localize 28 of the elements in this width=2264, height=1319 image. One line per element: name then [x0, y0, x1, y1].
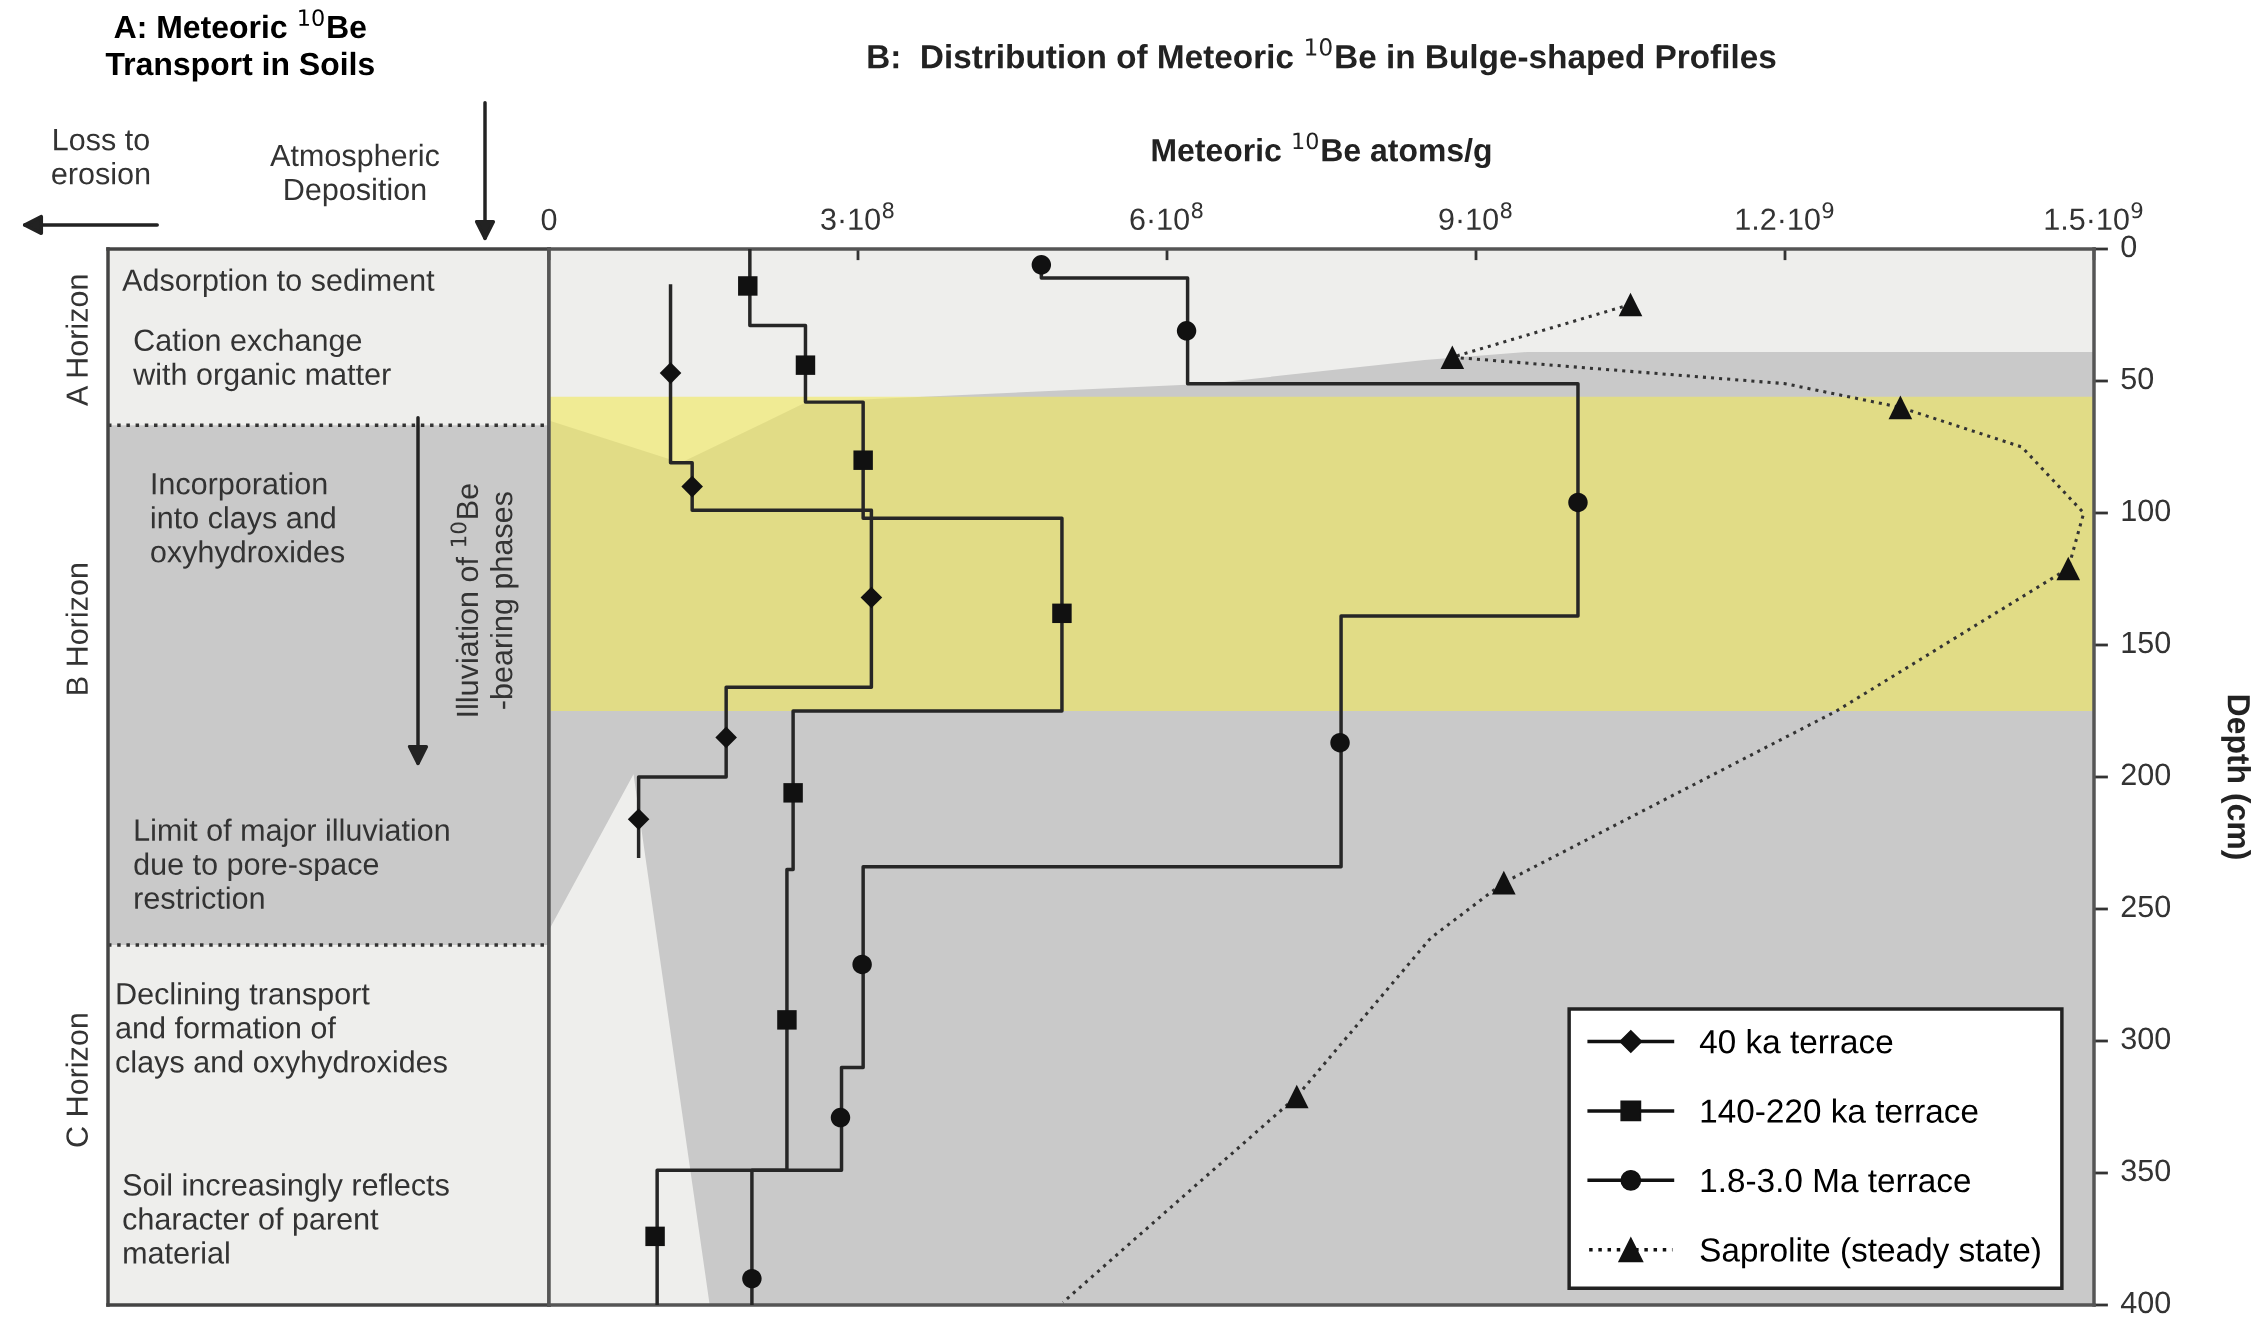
text: Atmospheric Deposition	[270, 143, 440, 207]
legend-label: 140-220 ka terrace	[1701, 1098, 1978, 1123]
y-tick-label: 250	[2121, 895, 2171, 918]
x-tick-label: 6·10$^{8}$	[1130, 202, 1203, 231]
x-tick-label: 0	[541, 208, 557, 231]
y-tick-label: 200	[2121, 763, 2171, 786]
y-tick-label: 400	[2120, 1291, 2171, 1314]
y-tick-label: 300	[2121, 1027, 2171, 1050]
x-tick-label: 1.5·10$^{9}$	[2045, 202, 2143, 231]
legend-label: 1.8-3.0 Ma terrace	[1701, 1168, 1971, 1193]
y-tick-label: 50	[2121, 367, 2154, 390]
legend-label: 40 ka terrace	[1699, 1029, 1893, 1054]
x-tick-label: 9·10$^{8}$	[1439, 202, 1512, 231]
y-tick-label: 350	[2121, 1159, 2171, 1182]
text: Loss to erosion	[52, 129, 150, 185]
x-tick-label: 3·10$^{8}$	[821, 202, 894, 231]
y-axis-title: Depth (cm)	[2221, 695, 2251, 859]
text: C Horizon	[65, 1014, 88, 1147]
y-tick-label: 150	[2122, 631, 2171, 654]
x-axis-title: Meteoric $^{10}$Be atoms/g	[1152, 132, 1491, 169]
text: A Horizon	[65, 275, 88, 406]
y-tick-label: 100	[2122, 499, 2171, 522]
chart-title: B: Distribution of Meteoric $^{10}$Be in Bulge-shaped Profiles	[868, 38, 1776, 76]
text: B Horizon	[65, 564, 88, 694]
legend-label: Saprolite (steady state)	[1700, 1237, 2040, 1269]
y-tick-label: 0	[2121, 235, 2137, 258]
x-tick-label: 1.2·10$^{9}$	[1736, 202, 1834, 231]
text: A: Meteoric $^{10}$Be Transport in Soils	[105, 9, 374, 82]
